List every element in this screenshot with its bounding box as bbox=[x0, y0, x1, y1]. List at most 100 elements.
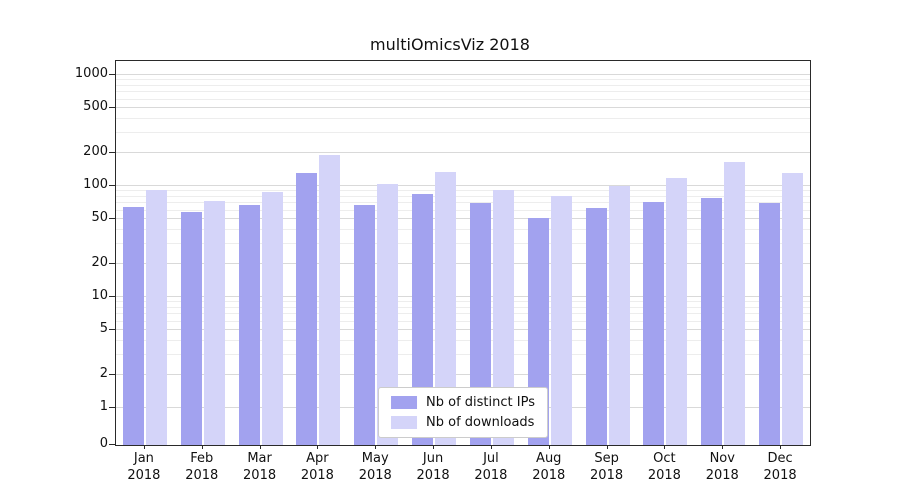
minor-gridline bbox=[116, 202, 810, 204]
bar-downloads-aug bbox=[550, 195, 572, 445]
minor-gridline bbox=[116, 79, 810, 81]
bar-downloads-jun bbox=[435, 171, 457, 445]
bar-distinct-ips-may bbox=[354, 204, 376, 445]
legend-patch-downloads bbox=[391, 416, 418, 429]
legend-item-distinct-ips: Nb of distinct IPs bbox=[391, 395, 535, 410]
minor-gridline bbox=[116, 132, 810, 134]
x-tick-mark bbox=[433, 445, 435, 449]
y-tick-mark bbox=[109, 373, 115, 375]
y-tick-mark bbox=[109, 444, 115, 445]
y-tick-label: 1 bbox=[99, 399, 108, 414]
y-tick-label: 200 bbox=[83, 143, 108, 159]
plot-area: Nb of distinct IPs Nb of downloads bbox=[115, 60, 811, 446]
legend-item-downloads: Nb of downloads bbox=[391, 415, 535, 430]
bar-downloads-oct bbox=[666, 178, 688, 445]
y-tick-label: 50 bbox=[91, 210, 108, 226]
minor-gridline bbox=[116, 98, 810, 100]
bar-distinct-ips-apr bbox=[296, 173, 318, 445]
major-gridline bbox=[116, 218, 810, 220]
bar-downloads-jul bbox=[492, 190, 514, 445]
bar-distinct-ips-mar bbox=[238, 204, 260, 445]
x-tick-mark bbox=[375, 445, 377, 449]
bar-distinct-ips-jan bbox=[122, 206, 144, 445]
y-tick-mark bbox=[109, 107, 115, 109]
y-tick-label: 100 bbox=[83, 177, 108, 192]
x-tick-mark bbox=[259, 445, 261, 449]
x-tick-label: May 2018 bbox=[358, 451, 392, 483]
chart-title: multiOmicsViz 2018 bbox=[370, 35, 530, 54]
x-tick-mark bbox=[722, 445, 724, 449]
bar-distinct-ips-feb bbox=[180, 212, 202, 445]
x-tick-label: Aug 2018 bbox=[532, 451, 566, 483]
minor-gridline bbox=[116, 209, 810, 211]
bar-downloads-feb bbox=[203, 201, 225, 445]
minor-gridline bbox=[116, 91, 810, 93]
bar-distinct-ips-oct bbox=[643, 201, 665, 445]
x-tick-mark bbox=[548, 445, 550, 449]
y-tick-mark bbox=[109, 296, 115, 297]
x-tick-label: Feb 2018 bbox=[185, 451, 219, 483]
legend-label-downloads: Nb of downloads bbox=[426, 415, 535, 430]
y-tick-mark bbox=[109, 218, 115, 220]
x-tick-mark bbox=[780, 445, 782, 449]
bar-distinct-ips-nov bbox=[701, 197, 723, 445]
y-tick-label: 20 bbox=[91, 254, 108, 270]
bar-downloads-may bbox=[377, 183, 399, 445]
x-tick-mark bbox=[201, 445, 203, 449]
minor-gridline bbox=[116, 301, 810, 303]
y-tick-label: 0 bbox=[99, 436, 108, 451]
legend: Nb of distinct IPs Nb of downloads bbox=[378, 387, 548, 438]
y-tick-mark bbox=[109, 262, 115, 264]
bar-distinct-ips-jun bbox=[412, 193, 434, 445]
major-gridline bbox=[116, 262, 810, 264]
x-tick-mark bbox=[143, 445, 145, 449]
y-tick-mark bbox=[109, 407, 115, 408]
major-gridline bbox=[116, 329, 810, 331]
legend-patch-distinct-ips bbox=[391, 396, 418, 409]
minor-gridline bbox=[116, 195, 810, 197]
legend-label-distinct-ips: Nb of distinct IPs bbox=[426, 395, 535, 410]
y-tick-mark bbox=[109, 329, 115, 331]
x-tick-label: Sep 2018 bbox=[590, 451, 624, 483]
bar-downloads-sep bbox=[608, 186, 630, 445]
minor-gridline bbox=[116, 354, 810, 356]
x-tick-label: Oct 2018 bbox=[647, 451, 681, 483]
y-tick-label: 10 bbox=[91, 288, 108, 303]
y-tick-label: 500 bbox=[83, 99, 108, 115]
x-tick-label: Apr 2018 bbox=[300, 451, 334, 483]
minor-gridline bbox=[116, 306, 810, 308]
x-tick-label: Mar 2018 bbox=[243, 451, 277, 483]
bar-downloads-apr bbox=[319, 155, 341, 445]
y-tick-label: 2 bbox=[99, 365, 108, 381]
minor-gridline bbox=[116, 340, 810, 342]
x-tick-label: Jan 2018 bbox=[127, 451, 161, 483]
major-gridline bbox=[116, 74, 810, 75]
x-tick-label: Jul 2018 bbox=[474, 451, 508, 483]
x-tick-mark bbox=[606, 445, 608, 449]
x-tick-mark bbox=[317, 445, 319, 449]
x-tick-label: Nov 2018 bbox=[705, 451, 739, 483]
bar-downloads-dec bbox=[782, 173, 804, 445]
x-tick-label: Jun 2018 bbox=[416, 451, 450, 483]
bar-distinct-ips-jul bbox=[469, 203, 491, 445]
minor-gridline bbox=[116, 320, 810, 322]
major-gridline bbox=[116, 296, 810, 297]
bar-distinct-ips-sep bbox=[585, 208, 607, 445]
y-tick-label: 1000 bbox=[74, 66, 108, 81]
bar-downloads-nov bbox=[724, 161, 746, 445]
minor-gridline bbox=[116, 84, 810, 86]
major-gridline bbox=[116, 373, 810, 375]
y-tick-mark bbox=[109, 185, 115, 186]
x-tick-label: Dec 2018 bbox=[763, 451, 797, 483]
minor-gridline bbox=[116, 229, 810, 231]
major-gridline bbox=[116, 107, 810, 109]
bar-downloads-mar bbox=[261, 192, 283, 445]
minor-gridline bbox=[116, 190, 810, 192]
y-tick-mark bbox=[109, 74, 115, 75]
minor-gridline bbox=[116, 118, 810, 120]
minor-gridline bbox=[116, 243, 810, 245]
major-gridline bbox=[116, 185, 810, 186]
bar-downloads-jan bbox=[145, 190, 167, 445]
y-tick-label: 5 bbox=[99, 321, 108, 337]
